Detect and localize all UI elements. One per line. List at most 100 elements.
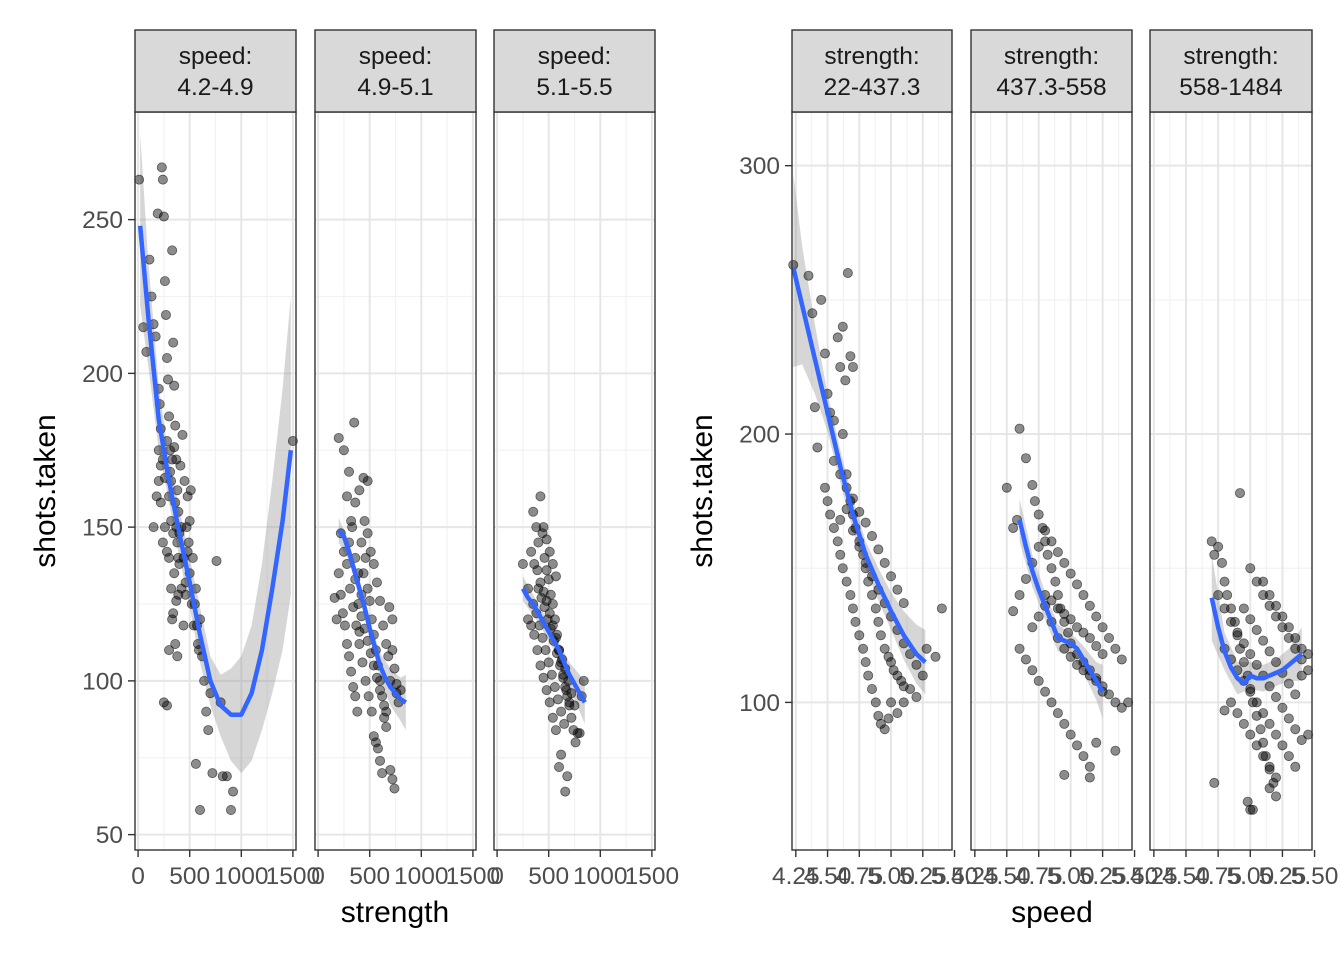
data-point <box>566 712 577 723</box>
data-point <box>850 616 861 627</box>
data-point <box>1046 563 1057 574</box>
data-point <box>1264 718 1275 729</box>
data-point <box>1264 764 1275 775</box>
data-point <box>858 643 869 654</box>
data-point <box>1014 423 1025 434</box>
data-point <box>164 411 175 422</box>
data-point <box>1271 600 1282 611</box>
data-point <box>1065 729 1076 740</box>
data-point <box>1027 480 1038 491</box>
smooth-fit-line <box>1209 597 1304 686</box>
y-axis-title: shots.taken <box>29 414 62 567</box>
data-point <box>1008 522 1019 533</box>
data-point <box>161 546 172 557</box>
data-point <box>168 608 179 619</box>
data-point <box>157 537 168 548</box>
data-point <box>1040 525 1051 536</box>
data-point <box>554 761 565 772</box>
data-point <box>1238 603 1249 614</box>
data-point <box>352 706 363 717</box>
y-tick-label: 250 <box>82 207 123 234</box>
data-point <box>1020 654 1031 665</box>
data-point <box>1042 549 1053 560</box>
data-point <box>1258 751 1269 762</box>
data-point <box>1245 804 1256 815</box>
facet-strip <box>791 29 953 113</box>
data-point <box>1258 635 1269 646</box>
data-point <box>536 592 547 603</box>
data-point <box>170 638 181 649</box>
data-point <box>167 454 178 465</box>
data-point <box>562 771 573 782</box>
data-point <box>886 697 897 708</box>
data-point <box>531 522 542 533</box>
data-point <box>168 337 179 348</box>
data-point <box>287 436 298 447</box>
data-point <box>207 768 218 779</box>
data-point <box>1072 740 1083 751</box>
data-point <box>211 555 222 566</box>
data-point <box>1020 573 1031 584</box>
facet-strip-label: 437.3-558 <box>996 74 1106 101</box>
data-point <box>835 514 846 525</box>
data-point <box>395 685 406 696</box>
data-point <box>1040 686 1051 697</box>
data-point <box>1084 600 1095 611</box>
facet-strip <box>1149 29 1313 113</box>
data-point <box>1245 686 1256 697</box>
data-point <box>173 589 184 600</box>
data-point <box>385 765 396 776</box>
data-point <box>175 460 186 471</box>
y-tick-label: 100 <box>82 668 123 695</box>
data-point <box>389 663 400 674</box>
data-point <box>152 208 163 219</box>
data-point <box>363 691 374 702</box>
data-point <box>350 497 361 508</box>
data-point <box>225 805 236 816</box>
data-point <box>1110 697 1121 708</box>
smooth-fit-line <box>137 225 294 717</box>
data-point <box>1258 708 1269 719</box>
data-point <box>389 783 400 794</box>
data-point <box>1264 646 1275 657</box>
data-point <box>333 568 344 579</box>
x-tick-label: 5.25 <box>1079 863 1127 890</box>
smooth-fit-line <box>520 587 587 704</box>
data-point <box>184 515 195 526</box>
data-point <box>1271 657 1282 668</box>
x-tick-label: 4.25 <box>1130 863 1178 890</box>
data-point <box>1277 611 1288 622</box>
y-tick-label: 100 <box>739 690 780 717</box>
data-point <box>1226 697 1237 708</box>
data-point <box>221 771 232 782</box>
data-point <box>1059 557 1070 568</box>
data-point <box>1264 783 1275 794</box>
data-point <box>1255 724 1266 735</box>
facet-strip <box>314 29 477 113</box>
data-point <box>930 651 941 662</box>
facet-strip <box>493 29 656 113</box>
data-point <box>517 559 528 570</box>
data-point <box>863 670 874 681</box>
data-point <box>362 583 373 594</box>
facet-strip-label: strength: <box>824 43 919 70</box>
data-point <box>366 706 377 717</box>
data-point <box>1110 745 1121 756</box>
data-point <box>178 620 189 631</box>
data-point <box>559 718 570 729</box>
data-point <box>1213 590 1224 601</box>
data-point <box>535 491 546 502</box>
data-point <box>359 515 370 526</box>
data-point <box>177 429 188 440</box>
x-tick-label: 5.50 <box>1291 863 1339 890</box>
x-tick-label: 1000 <box>214 863 269 890</box>
data-point <box>337 608 348 619</box>
data-point <box>523 614 534 625</box>
data-point <box>820 482 831 493</box>
panel-2-1: strength: 22-437.3 4.254.504.755.005.255.5… <box>739 29 978 890</box>
data-point <box>166 583 177 594</box>
data-point <box>870 603 881 614</box>
data-point <box>360 675 371 686</box>
data-point <box>1245 683 1256 694</box>
